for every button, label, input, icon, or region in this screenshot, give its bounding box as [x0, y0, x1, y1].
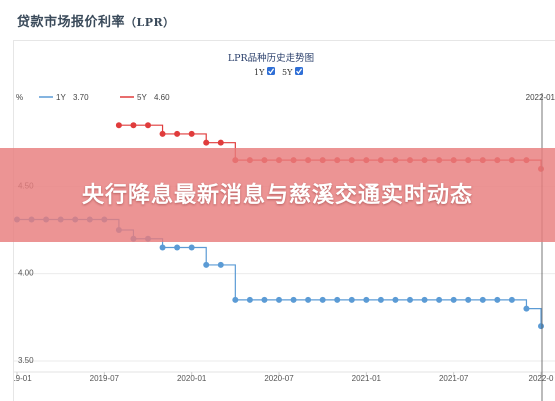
data-point-5y[interactable]	[159, 130, 166, 137]
x-tick-label: 2020-01	[177, 374, 207, 383]
legend: % 1Y 3.70 5Y 4.60 2022-01	[16, 93, 555, 102]
toggle-label-1y: 1Y	[254, 68, 265, 77]
legend-name-5y: 5Y	[137, 93, 147, 102]
data-point-1y[interactable]	[523, 305, 530, 312]
data-point-1y[interactable]	[494, 296, 501, 303]
chart-title: LPR品种历史走势图	[228, 52, 314, 64]
data-point-1y[interactable]	[203, 261, 210, 268]
data-point-1y[interactable]	[188, 244, 195, 251]
data-point-1y[interactable]	[348, 296, 355, 303]
data-point-1y[interactable]	[450, 296, 457, 303]
data-point-1y[interactable]	[508, 296, 515, 303]
checkbox-5y[interactable]	[295, 67, 303, 75]
check-icon	[268, 68, 275, 75]
page-title: 贷款市场报价利率（LPR）	[17, 14, 175, 29]
headline-banner[interactable]: 央行降息最新消息与慈溪交通实时动态	[0, 148, 555, 242]
data-point-5y[interactable]	[203, 139, 210, 146]
data-point-1y[interactable]	[392, 296, 399, 303]
toggle-label-5y: 5Y	[282, 68, 293, 77]
y-tick-label: 3.50	[18, 356, 34, 365]
data-point-1y[interactable]	[465, 296, 472, 303]
x-tick-label: 2019-07	[90, 374, 120, 383]
data-point-1y[interactable]	[479, 296, 486, 303]
data-point-5y[interactable]	[174, 130, 181, 137]
data-point-5y[interactable]	[130, 122, 137, 129]
x-axis: 2019-01 2019-07 2020-01 2020-07 2021-01 2021-…	[14, 372, 554, 383]
legend-name-1y: 1Y	[56, 93, 66, 102]
x-tick-label: 2020-07	[264, 374, 294, 383]
data-point-1y[interactable]	[421, 296, 428, 303]
data-point-5y[interactable]	[217, 139, 224, 146]
data-point-1y[interactable]	[174, 244, 181, 251]
y-tick-label: 4.00	[18, 269, 34, 278]
data-point-1y[interactable]	[377, 296, 384, 303]
data-point-1y[interactable]	[276, 296, 282, 303]
data-point-1y[interactable]	[246, 296, 253, 303]
data-point-1y[interactable]	[261, 296, 268, 303]
check-icon	[296, 68, 303, 75]
cursor-date-label: 2022-01	[526, 93, 555, 102]
data-point-1y[interactable]	[290, 296, 297, 303]
data-point-5y[interactable]	[188, 130, 195, 137]
x-tick-label: 2019-01	[14, 374, 32, 383]
data-point-1y[interactable]	[319, 296, 326, 303]
data-point-1y[interactable]	[217, 261, 224, 268]
x-tick-label: 2021-01	[352, 374, 382, 383]
data-point-1y[interactable]	[232, 296, 239, 303]
headline-text: 央行降息最新消息与慈溪交通实时动态	[81, 182, 473, 208]
data-point-5y[interactable]	[145, 122, 151, 129]
data-point-1y[interactable]	[538, 323, 544, 330]
unit-label: %	[16, 93, 23, 102]
data-point-5y[interactable]	[115, 122, 122, 129]
data-point-1y[interactable]	[305, 296, 312, 303]
x-tick-label: 2022-0	[529, 374, 554, 383]
data-point-1y[interactable]	[159, 244, 166, 251]
checkbox-1y[interactable]	[267, 67, 275, 75]
x-tick-label: 2021-07	[439, 374, 469, 383]
data-point-1y[interactable]	[407, 296, 413, 303]
legend-value-5y: 4.60	[154, 93, 170, 102]
legend-value-1y: 3.70	[73, 93, 89, 102]
series-toggles: 1Y 5Y	[254, 67, 303, 77]
data-point-1y[interactable]	[363, 296, 370, 303]
data-point-1y[interactable]	[334, 296, 341, 303]
data-point-1y[interactable]	[436, 296, 443, 303]
